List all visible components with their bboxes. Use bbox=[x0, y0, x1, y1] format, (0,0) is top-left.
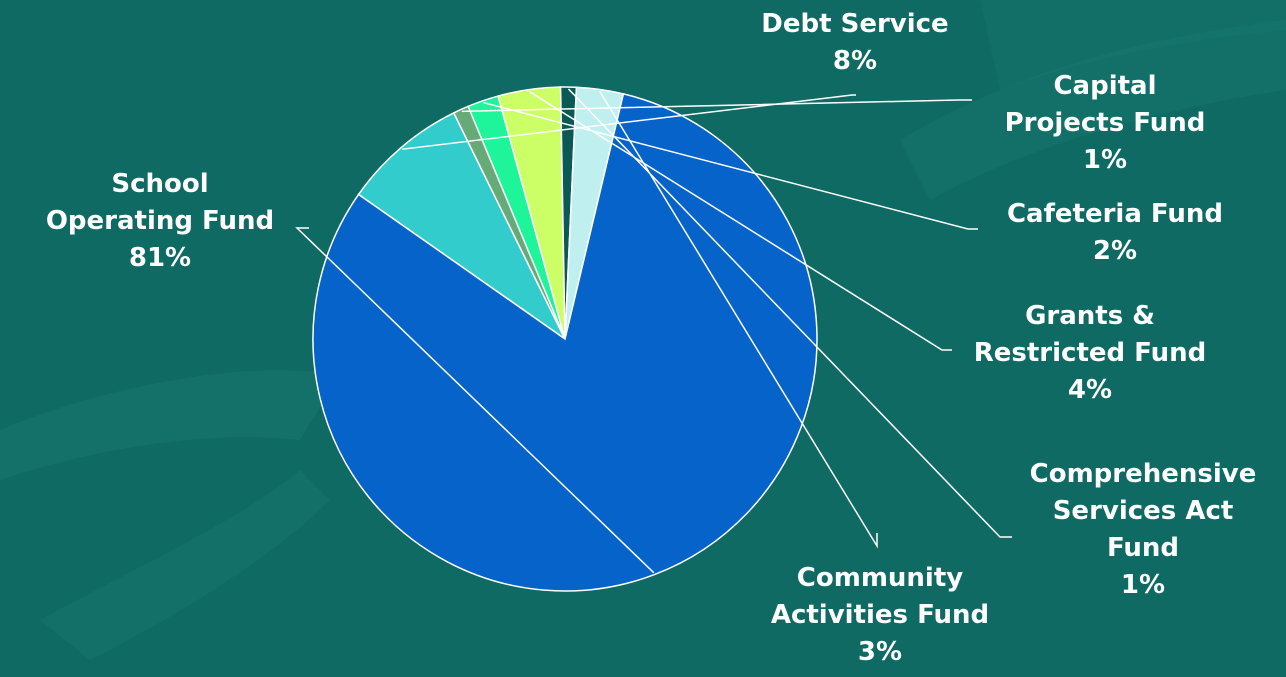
leader-line-debt-service bbox=[402, 94, 856, 150]
slice-percent: 1% bbox=[1120, 570, 1166, 600]
leader-line-grants-restricted-fund bbox=[528, 90, 952, 351]
leader-line-capital-projects-fund bbox=[461, 99, 972, 113]
leader-line-cafeteria-fund bbox=[483, 101, 978, 230]
slice-percent: 81% bbox=[128, 243, 192, 273]
label-line: Cafeteria Fund bbox=[1006, 199, 1224, 229]
label-line: Services Act bbox=[1052, 496, 1234, 526]
label-comprehensive-services-act-fund: Comprehensive Services Act Fund 1% bbox=[1000, 456, 1286, 604]
label-school-operating-fund: School Operating Fund 81% bbox=[10, 166, 310, 277]
leader-line-school-operating-fund bbox=[295, 227, 655, 574]
label-line: Comprehensive bbox=[1029, 459, 1257, 489]
label-line: Grants & bbox=[1025, 301, 1155, 331]
label-capital-projects-fund: Capital Projects Fund 1% bbox=[960, 68, 1250, 179]
slice-percent: 1% bbox=[1082, 145, 1128, 175]
pie-slice-school-operating-fund bbox=[312, 92, 818, 592]
label-debt-service: Debt Service 8% bbox=[720, 6, 990, 80]
label-cafeteria-fund: Cafeteria Fund 2% bbox=[960, 196, 1270, 270]
slice-percent: 2% bbox=[1092, 236, 1138, 266]
label-line: Restricted Fund bbox=[973, 338, 1207, 368]
slice-percent: 4% bbox=[1067, 375, 1113, 405]
label-line: Debt Service bbox=[761, 9, 949, 39]
leader-line-community-activities-fund bbox=[599, 91, 878, 549]
pie-slices bbox=[312, 86, 818, 592]
label-community-activities-fund: Community Activities Fund 3% bbox=[740, 560, 1020, 671]
leader-lines bbox=[295, 88, 1012, 574]
label-line: Community bbox=[796, 563, 964, 593]
pie-slice-debt-service bbox=[357, 111, 566, 340]
slice-percent: 8% bbox=[832, 46, 878, 76]
label-line: School bbox=[111, 169, 209, 199]
label-line: Capital bbox=[1053, 71, 1157, 101]
leader-line-comprehensive-services-act-fund bbox=[567, 88, 1012, 538]
label-grants-restricted-fund: Grants & Restricted Fund 4% bbox=[935, 298, 1245, 409]
label-line: Fund bbox=[1106, 533, 1180, 563]
label-line: Operating Fund bbox=[45, 206, 275, 236]
label-line: Projects Fund bbox=[1004, 108, 1206, 138]
slice-percent: 3% bbox=[857, 637, 903, 667]
label-line: Activities Fund bbox=[770, 600, 990, 630]
